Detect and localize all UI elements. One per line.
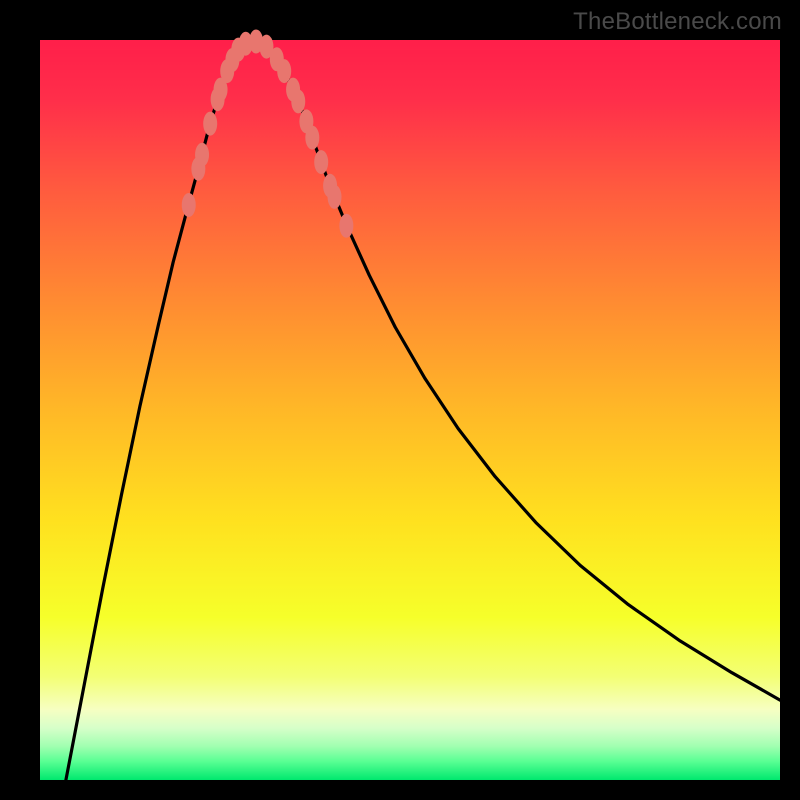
chart-frame: TheBottleneck.com bbox=[0, 0, 800, 800]
plot-area bbox=[40, 40, 780, 780]
marker-dot bbox=[203, 112, 217, 136]
marker-dot bbox=[182, 193, 196, 217]
bottleneck-curve bbox=[66, 41, 780, 780]
marker-dot bbox=[291, 89, 305, 113]
marker-dot bbox=[314, 150, 328, 174]
marker-dot bbox=[195, 143, 209, 167]
marker-dot bbox=[328, 185, 342, 209]
marker-dot bbox=[305, 126, 319, 150]
watermark-text: TheBottleneck.com bbox=[573, 8, 782, 36]
curve-layer bbox=[40, 40, 780, 780]
marker-dot bbox=[339, 214, 353, 238]
markers-group bbox=[182, 29, 354, 237]
marker-dot bbox=[277, 59, 291, 83]
